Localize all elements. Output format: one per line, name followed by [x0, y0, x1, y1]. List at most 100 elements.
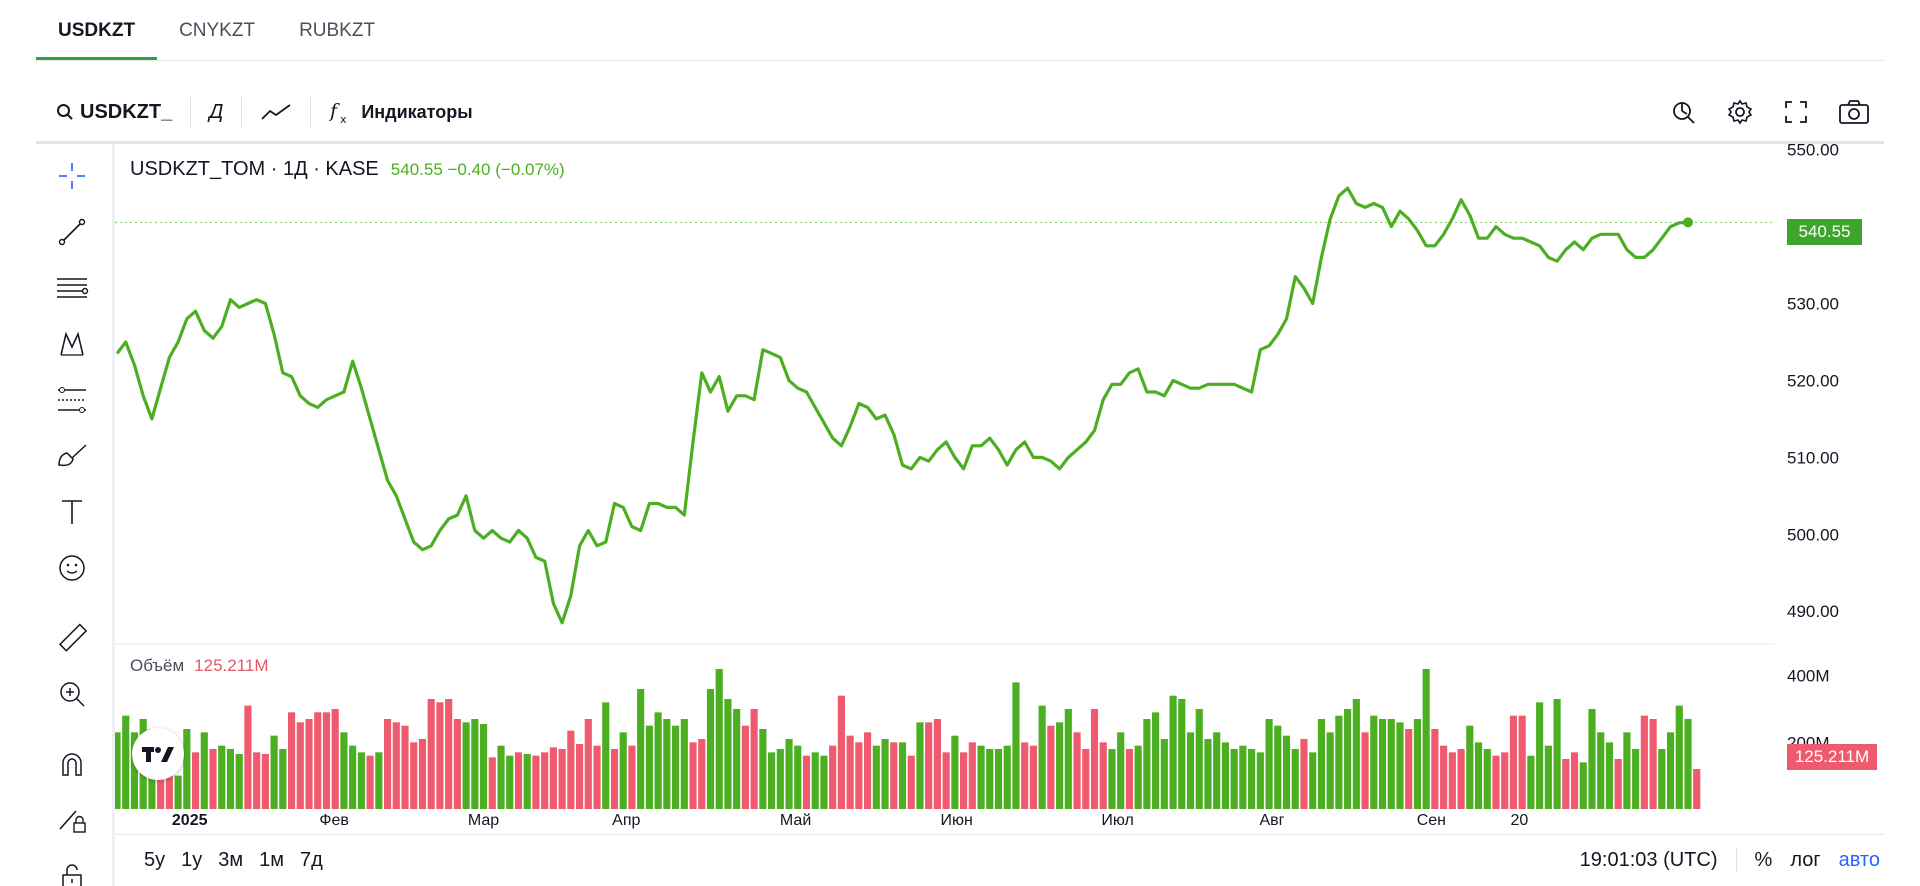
volume-bar [479, 724, 488, 809]
tab-rubkzt[interactable]: RUBKZT [299, 20, 376, 41]
volume-bar [1221, 742, 1230, 809]
volume-bar [671, 725, 680, 809]
interval-button[interactable]: Д [209, 100, 224, 123]
volume-bar [1684, 719, 1692, 809]
trend-line-tool[interactable] [46, 206, 98, 258]
volume-bar [1413, 719, 1422, 809]
bottom-bar: 5y 1y 3м 1м 7д 19:01:03 (UTC) % лог авто [136, 842, 1880, 878]
bottom-bar-right: 19:01:03 (UTC) % лог авто [1580, 847, 1880, 873]
volume-bar [244, 705, 252, 809]
volume-bar [1649, 719, 1657, 809]
fib-tool[interactable] [46, 374, 98, 426]
gear-icon [1726, 98, 1754, 126]
magnet-tool[interactable] [46, 738, 98, 790]
volume-bar [322, 712, 331, 809]
alert-button[interactable] [1656, 90, 1712, 134]
volume-bar [898, 742, 907, 809]
volume-bar [715, 669, 723, 809]
volume-bar [1474, 742, 1483, 809]
tab-cnykzt[interactable]: CNYKZT [179, 20, 256, 41]
volume-bar [663, 719, 671, 809]
volume-bar [1326, 732, 1334, 809]
range-7d[interactable]: 7д [300, 848, 323, 871]
range-3m[interactable]: 3м [218, 848, 244, 871]
volume-bar [1448, 752, 1456, 809]
brush-icon [55, 441, 89, 471]
bottom-divider [115, 834, 1884, 835]
crosshair-tool[interactable] [46, 150, 98, 202]
horizontal-lines-tool[interactable] [46, 262, 98, 314]
svg-text:f: f [329, 100, 340, 122]
log-toggle[interactable]: лог [1790, 848, 1821, 871]
volume-bar [1370, 715, 1378, 809]
range-5y[interactable]: 5y [144, 848, 166, 871]
auto-scale-toggle[interactable]: авто [1838, 848, 1880, 871]
volume-bar [1527, 755, 1535, 809]
unlock-tool[interactable] [46, 850, 98, 886]
camera-icon [1838, 98, 1870, 126]
volume-bar [706, 689, 715, 809]
volume-bar [855, 742, 863, 809]
volume-bar [628, 745, 636, 809]
lock-pencil-icon [56, 805, 88, 835]
last-volume-badge: 125.211M [1787, 744, 1877, 770]
volume-bar [497, 745, 505, 809]
volume-bar [610, 749, 619, 809]
volume-bar [637, 689, 645, 809]
volume-bar [619, 732, 627, 809]
volume-bar [115, 732, 121, 809]
emoji-icon [57, 553, 87, 583]
text-tool[interactable] [46, 486, 98, 538]
fullscreen-button[interactable] [1768, 90, 1824, 134]
lock-drawings-tool[interactable] [46, 794, 98, 846]
tradingview-logo[interactable] [132, 728, 184, 780]
volume-bar [174, 775, 182, 809]
volume-bar [1518, 715, 1526, 809]
emoji-tool[interactable] [46, 542, 98, 594]
zoom-tool[interactable] [46, 668, 98, 720]
volume-bar [488, 757, 496, 809]
tab-usdkzt[interactable]: USDKZT [36, 0, 158, 60]
volume-bar [1666, 732, 1675, 809]
x-tick-label: Авг [1260, 812, 1285, 829]
volume-bar [453, 719, 461, 809]
volume-bar [654, 712, 662, 809]
settings-button[interactable] [1712, 90, 1768, 134]
volume-bar [1300, 739, 1308, 809]
volume-bar [1440, 745, 1448, 809]
volume-bar [471, 719, 479, 809]
volume-bar [986, 749, 994, 809]
range-1y[interactable]: 1y [181, 848, 203, 871]
volume-bar [1640, 715, 1648, 809]
volume-bar [1387, 719, 1395, 809]
last-price-badge: 540.55 [1787, 219, 1862, 245]
volume-bar [907, 755, 915, 809]
brush-tool[interactable] [46, 430, 98, 482]
volume-bar [235, 754, 243, 809]
measure-tool[interactable] [46, 612, 98, 664]
volume-bar [1056, 722, 1064, 809]
volume-bar [383, 719, 392, 809]
volume-bar [1457, 749, 1465, 809]
pattern-tool[interactable] [46, 318, 98, 370]
screenshot-button[interactable] [1824, 90, 1884, 134]
volume-bar [741, 725, 749, 809]
volume-bar [1125, 749, 1134, 809]
volume-bar [183, 729, 191, 809]
volume-bar [1317, 719, 1326, 809]
percent-toggle[interactable]: % [1754, 848, 1773, 871]
volume-bar [366, 755, 374, 809]
volume-bar [1169, 695, 1177, 809]
symbol-search[interactable]: USDKZT_ [46, 90, 182, 134]
volume-label: Объём [130, 656, 185, 675]
tabs-divider [36, 60, 1884, 61]
volume-bar [375, 752, 383, 809]
volume-bar [427, 699, 435, 809]
clock-time[interactable]: 19:01:03 (UTC) [1579, 848, 1718, 871]
chart-type-button[interactable] [250, 90, 302, 134]
volume-bar [165, 750, 173, 809]
volume-bar [1248, 749, 1256, 809]
price-chart[interactable]: 550.00 530.00 520.00 510.00 500.00 490.00 400M… [115, 144, 1885, 834]
range-1m[interactable]: 1м [259, 848, 284, 871]
